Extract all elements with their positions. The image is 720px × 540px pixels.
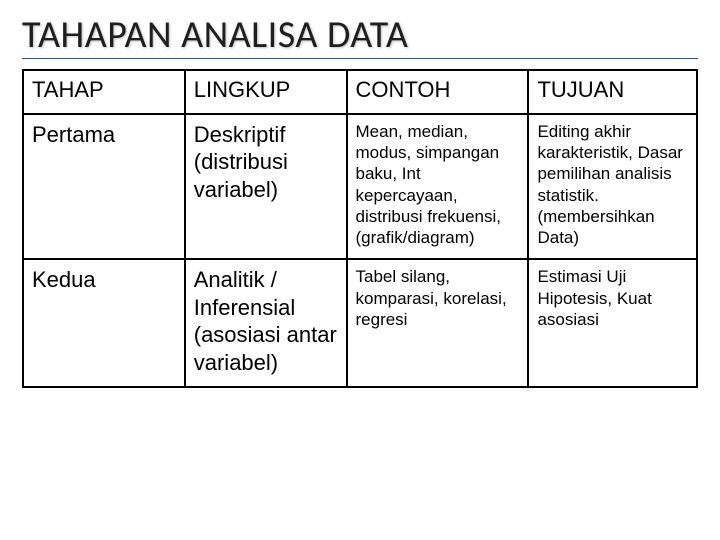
cell-contoh: Tabel silang, komparasi, korelasi, regre… [347,259,529,387]
col-tahap: TAHAP [23,70,185,114]
col-contoh: CONTOH [347,70,529,114]
cell-lingkup: Deskriptif (distribusi variabel) [185,114,347,260]
analysis-stages-table: TAHAP LINGKUP CONTOH TUJUAN Pertama Desk… [22,69,698,389]
cell-tahap: Kedua [23,259,185,387]
slide: TAHAPAN ANALISA DATA TAHAP LINGKUP CONTO… [0,0,720,540]
cell-contoh: Mean, median, modus, simpangan baku, Int… [347,114,529,260]
table-row: Pertama Deskriptif (distribusi variabel)… [23,114,697,260]
cell-lingkup: Analitik / Inferensial (asosiasi antar v… [185,259,347,387]
page-title: TAHAPAN ANALISA DATA [22,16,698,59]
col-lingkup: LINGKUP [185,70,347,114]
table-row: Kedua Analitik / Inferensial (asosiasi a… [23,259,697,387]
cell-tahap: Pertama [23,114,185,260]
cell-tujuan: Editing akhir karakteristik, Dasar pemil… [528,114,697,260]
col-tujuan: TUJUAN [528,70,697,114]
table-header-row: TAHAP LINGKUP CONTOH TUJUAN [23,70,697,114]
cell-tujuan: Estimasi Uji Hipotesis, Kuat asosiasi [528,259,697,387]
